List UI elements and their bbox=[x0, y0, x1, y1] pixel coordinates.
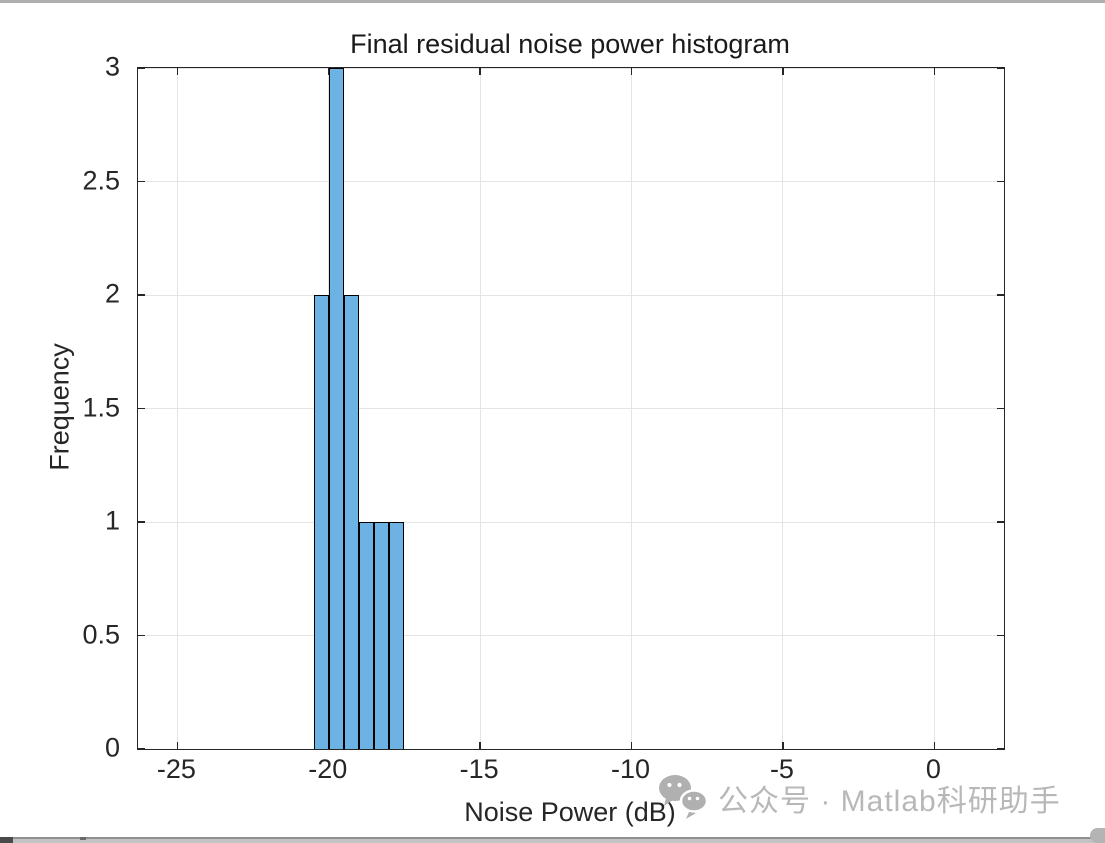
chart-title: Final residual noise power histogram bbox=[350, 29, 790, 59]
x-axis-label: Noise Power (dB) bbox=[464, 797, 676, 827]
grid-line-horizontal bbox=[138, 635, 1004, 636]
x-tick-mark bbox=[479, 742, 481, 749]
y-tick-label: 2 bbox=[104, 278, 120, 309]
watermark: 公众号 · Matlab科研助手 bbox=[658, 774, 1061, 822]
wechat-icon bbox=[659, 775, 709, 819]
y-tick-label: 0 bbox=[104, 732, 120, 763]
y-axis-label: Frequency bbox=[44, 343, 75, 471]
x-tick-label: -15 bbox=[459, 754, 499, 784]
histogram-bar bbox=[343, 295, 360, 749]
grid-line-horizontal bbox=[138, 408, 1004, 409]
x-tick-label: -20 bbox=[308, 754, 348, 784]
y-tick-mark-right bbox=[997, 68, 1004, 69]
grid-line-horizontal bbox=[138, 521, 1004, 523]
grid-line-horizontal bbox=[138, 294, 1004, 296]
grid-line-horizontal bbox=[138, 748, 1004, 749]
y-tick-mark bbox=[138, 68, 145, 69]
window-bottom-edge-segment bbox=[0, 837, 13, 843]
x-tick-label: 0 bbox=[925, 754, 941, 784]
window-bottom-edge bbox=[0, 837, 1105, 843]
y-tick-mark-right bbox=[997, 748, 1004, 749]
y-tick-label: 3 bbox=[104, 51, 120, 82]
y-tick-mark-right bbox=[997, 294, 1004, 296]
histogram-bar bbox=[389, 522, 405, 749]
y-tick-mark-right bbox=[997, 407, 1004, 410]
x-tick-mark-top bbox=[176, 68, 179, 75]
watermark-text: 公众号 · Matlab科研助手 bbox=[718, 785, 1061, 818]
x-tick-mark-top bbox=[479, 68, 481, 75]
y-tick-label: 0.5 bbox=[82, 619, 120, 649]
x-tick-mark-top bbox=[782, 68, 784, 75]
window-corner-blob bbox=[1090, 828, 1105, 843]
plot-area bbox=[137, 67, 1005, 750]
y-tick-mark bbox=[138, 634, 145, 637]
x-tick-label: -25 bbox=[156, 754, 196, 784]
x-tick-mark bbox=[933, 742, 936, 749]
x-tick-mark-top bbox=[630, 68, 633, 75]
histogram-bar bbox=[374, 522, 390, 749]
y-tick-mark-right bbox=[997, 521, 1004, 523]
grid-line-horizontal bbox=[138, 181, 1004, 182]
x-tick-label: -10 bbox=[611, 754, 651, 784]
histogram-bar bbox=[328, 68, 344, 749]
x-tick-label: -5 bbox=[769, 754, 794, 784]
grid-line-horizontal bbox=[138, 68, 1004, 69]
y-tick-mark bbox=[138, 521, 145, 523]
histogram-bar bbox=[359, 522, 375, 749]
window-bottom-edge-mark bbox=[80, 837, 86, 840]
y-tick-label: 2.5 bbox=[82, 165, 120, 195]
y-tick-mark-right bbox=[997, 180, 1004, 183]
x-tick-mark bbox=[630, 742, 633, 749]
y-tick-mark-right bbox=[997, 634, 1004, 637]
x-tick-mark bbox=[782, 742, 784, 749]
y-tick-mark bbox=[138, 180, 145, 183]
x-tick-mark bbox=[176, 742, 179, 749]
histogram-bar bbox=[313, 295, 329, 749]
y-tick-mark bbox=[138, 294, 145, 296]
y-tick-label: 1 bbox=[104, 505, 120, 536]
x-tick-mark-top bbox=[933, 68, 936, 75]
y-tick-mark bbox=[138, 748, 145, 749]
window-top-edge bbox=[0, 0, 1105, 3]
y-tick-mark bbox=[138, 407, 145, 410]
y-tick-label: 1.5 bbox=[82, 392, 120, 422]
